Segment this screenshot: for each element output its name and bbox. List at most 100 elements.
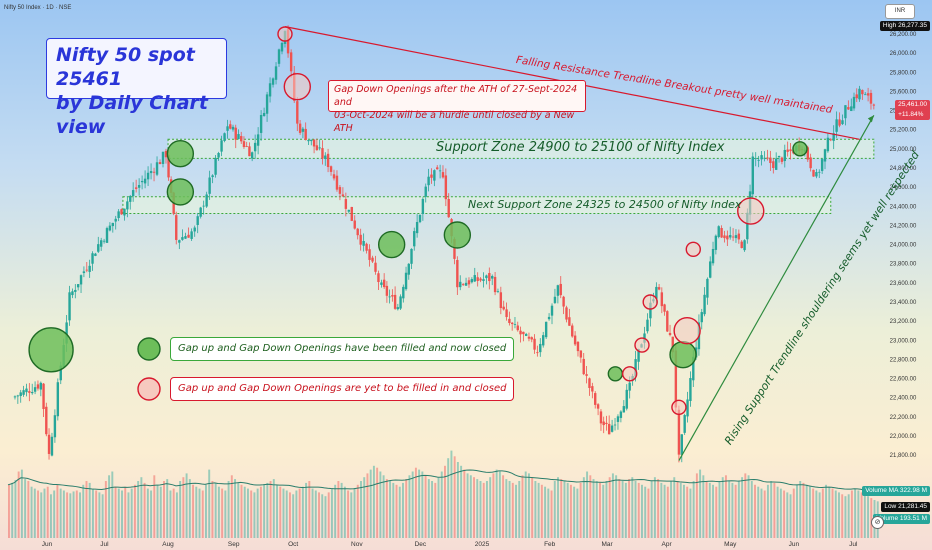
low-caption: Low: [884, 503, 897, 510]
volume-bar: [175, 492, 178, 538]
candle-body: [565, 307, 568, 320]
volume-bar: [137, 481, 140, 538]
candle-body: [368, 249, 371, 260]
symbol-header[interactable]: Nifty 50 Index · 1D · NSE: [4, 5, 72, 11]
volume-bar: [863, 494, 866, 538]
gap-note-line-2: 03-Oct-2024 will be a hurdle until close…: [334, 110, 575, 134]
volume-bar: [421, 471, 424, 538]
volume-bar: [737, 481, 740, 538]
volume-bar: [589, 475, 592, 538]
volume-bar: [121, 490, 123, 538]
candle-body: [280, 42, 284, 52]
candle-body: [657, 287, 661, 290]
candle-body: [720, 228, 723, 238]
candle-body: [576, 341, 580, 352]
candle-body: [259, 115, 263, 133]
gap-unfilled-circle: [737, 197, 765, 225]
volume-bar: [557, 477, 559, 538]
candle-body: [377, 273, 380, 283]
y-tick-label: 25,800.00: [890, 70, 917, 76]
candle-body: [743, 240, 746, 251]
volume-bar: [838, 492, 840, 538]
candle-body: [585, 374, 588, 376]
candle-body: [516, 325, 519, 331]
candle-body: [315, 145, 319, 151]
candle-body: [789, 149, 792, 152]
candle-body: [461, 283, 465, 285]
candle-body: [399, 296, 402, 309]
volume-bar: [450, 450, 453, 538]
currency-badge[interactable]: INR: [885, 4, 915, 19]
x-tick-label: Dec: [415, 541, 427, 548]
volume-bar: [718, 481, 721, 538]
gap-down-note: Gap Down Openings after the ATH of 27-Se…: [328, 80, 586, 134]
candle-body: [826, 137, 830, 152]
candle-body: [464, 282, 468, 286]
candle-body: [709, 261, 712, 278]
volume-bar: [276, 484, 278, 538]
volume-bar: [240, 484, 243, 538]
candle-body: [407, 263, 410, 275]
candle-body: [129, 195, 132, 202]
volume-bar: [343, 486, 346, 538]
volume-bar: [621, 481, 624, 538]
volume-bar: [224, 490, 227, 538]
candle-body: [806, 147, 809, 160]
candle-body: [184, 236, 187, 239]
volume-bar: [744, 473, 747, 538]
candle-body: [310, 139, 313, 142]
candle-body: [433, 170, 436, 181]
volume-bar: [802, 482, 805, 538]
candle-body: [714, 235, 718, 250]
legend-markers: [137, 337, 161, 401]
volume-bar: [805, 484, 808, 538]
gap-filled-circle: [377, 230, 406, 259]
volume-bar: [153, 475, 156, 538]
candle-body: [456, 259, 459, 288]
y-tick-label: 24,600.00: [890, 185, 917, 191]
volume-bar: [88, 482, 91, 538]
candle-body: [491, 276, 494, 279]
low-label: Low 21,281.45: [881, 502, 930, 512]
volume-bar: [686, 486, 689, 538]
volume-bar: [482, 482, 485, 538]
y-tick-label: 23,000.00: [890, 338, 917, 344]
candle-body: [324, 155, 327, 160]
candle-body: [28, 391, 31, 393]
candle-body: [766, 157, 769, 159]
volume-bar: [62, 490, 65, 538]
candle-body: [858, 88, 861, 100]
volume-bar: [582, 477, 585, 538]
volume-bar: [69, 493, 72, 538]
timezone-icon[interactable]: ⊘: [871, 516, 884, 529]
volume-bar: [91, 488, 94, 538]
volume-bar: [156, 484, 159, 538]
volume-bar: [237, 482, 240, 538]
volume-bar: [573, 486, 576, 538]
volume-bar: [492, 473, 495, 538]
candle-body: [508, 318, 511, 323]
volume-bar: [724, 475, 727, 538]
x-tick-label: Jul: [849, 541, 858, 548]
candle-body: [193, 227, 196, 232]
candle-body: [33, 387, 37, 392]
candle-body: [829, 139, 832, 141]
volume-bar: [321, 494, 324, 538]
volume-bar: [169, 490, 172, 538]
volume-bar: [14, 480, 17, 538]
volume-bar: [576, 488, 579, 538]
candle-body: [371, 257, 374, 262]
gap-filled-circle: [166, 178, 195, 206]
candle-body: [711, 248, 715, 264]
candle-body: [513, 324, 517, 325]
candle-body: [111, 222, 115, 227]
candle-body: [634, 359, 637, 377]
candle-body: [671, 336, 674, 353]
candle-body: [152, 171, 156, 173]
volume-bar: [124, 486, 127, 538]
legend-unfilled: Gap up and Gap Down Openings are yet to …: [170, 377, 515, 401]
volume-bar: [489, 477, 492, 538]
volume-bar: [402, 482, 404, 538]
candle-body: [488, 272, 491, 282]
